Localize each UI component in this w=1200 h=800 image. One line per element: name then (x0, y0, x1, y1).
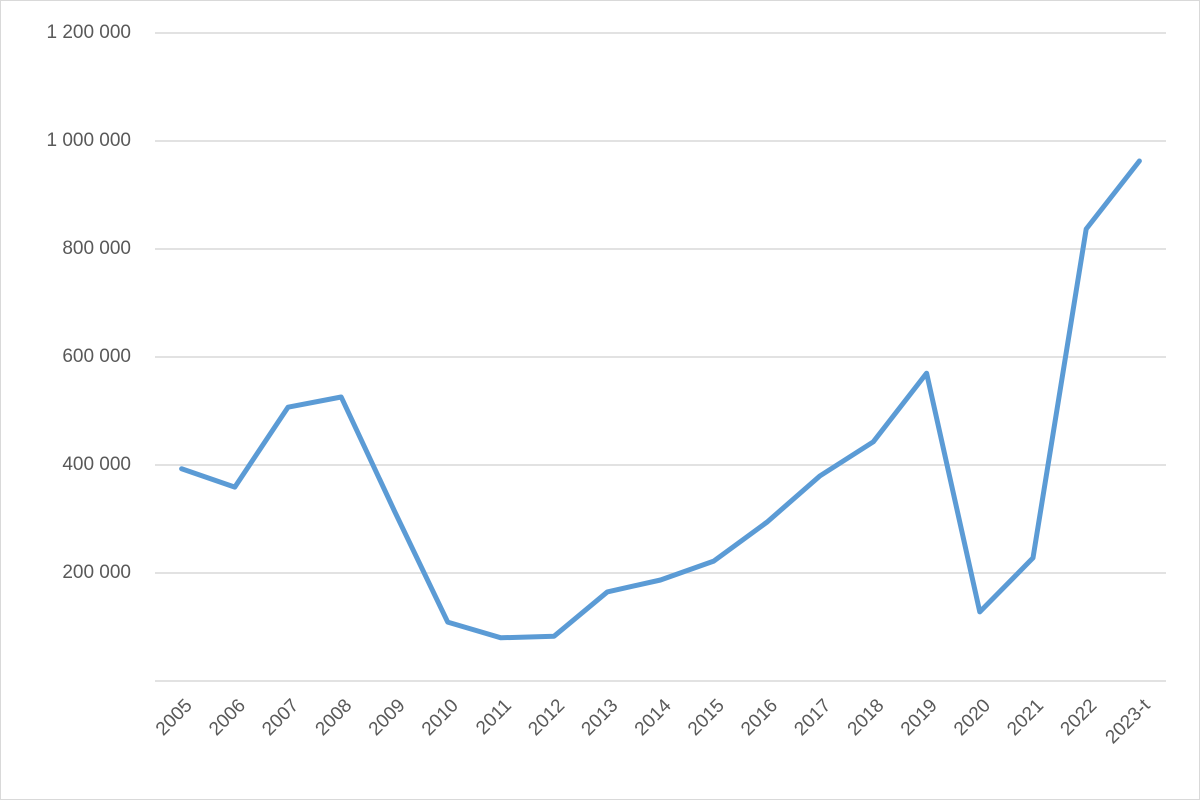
y-tick-label: 600 000 (62, 346, 131, 367)
y-tick-label: 200 000 (62, 562, 131, 583)
data-line (179, 158, 1142, 641)
y-tick-label: 1 200 000 (46, 22, 131, 43)
y-tick-label: 800 000 (62, 238, 131, 259)
y-tick-label: 400 000 (62, 454, 131, 475)
y-tick-label: 1 000 000 (46, 130, 131, 151)
